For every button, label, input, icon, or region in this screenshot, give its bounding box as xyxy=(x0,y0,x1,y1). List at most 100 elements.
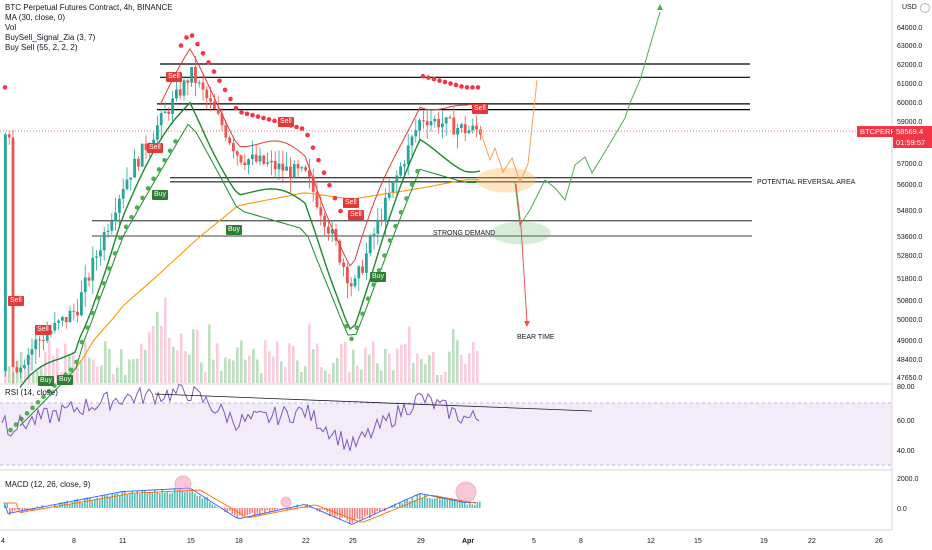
candle-body xyxy=(209,98,212,102)
candle-body xyxy=(273,160,277,170)
volume-bar xyxy=(200,362,203,383)
macd-histogram-bar xyxy=(151,492,154,508)
macd-histogram-bar xyxy=(274,508,276,511)
buy-signal-tag: Buy xyxy=(57,375,74,385)
candle-body xyxy=(323,215,326,227)
macd-histogram-bar xyxy=(19,508,21,510)
candle-body xyxy=(186,80,190,83)
macd-histogram-bar xyxy=(96,497,99,508)
signal-dot xyxy=(393,223,398,229)
candle-body xyxy=(300,167,304,169)
time-tick-label: 15 xyxy=(187,538,195,545)
volume-bar xyxy=(172,346,175,383)
candle-body xyxy=(197,82,201,84)
signal-dot xyxy=(453,82,459,88)
vol-legend[interactable]: Vol xyxy=(5,23,17,32)
time-tick-label: 5 xyxy=(532,538,536,545)
candle-body xyxy=(319,207,323,216)
rsi-legend[interactable]: RSI (14, close) xyxy=(5,388,58,397)
signal-dot xyxy=(437,78,442,83)
price-tick-label: 52800.0 xyxy=(897,253,922,260)
macd-histogram-bar xyxy=(359,508,361,520)
macd-histogram-bar xyxy=(391,505,394,508)
macd-histogram-bar xyxy=(79,500,81,508)
candle-body xyxy=(353,278,357,287)
macd-histogram-bar xyxy=(136,490,139,508)
macd-histogram-bar xyxy=(116,493,119,508)
candle-body xyxy=(110,221,114,231)
candle-body xyxy=(140,143,144,167)
macd-histogram-bar xyxy=(239,508,241,516)
signal-dot xyxy=(321,170,327,175)
macd-histogram-bar xyxy=(446,498,449,508)
time-tick-label: 18 xyxy=(235,538,243,545)
macd-histogram-bar xyxy=(354,508,356,521)
macd-histogram-bar xyxy=(199,496,201,508)
candle-body xyxy=(376,219,380,234)
macd-histogram-bar xyxy=(349,508,351,524)
sell-signal-tag: Sell xyxy=(472,104,488,114)
volume-bar xyxy=(420,358,423,383)
signal-line xyxy=(4,489,477,523)
macd-histogram-bar xyxy=(109,496,111,508)
signal-dot xyxy=(360,311,365,317)
macd-histogram-bar xyxy=(469,502,471,508)
macd-histogram-bar xyxy=(54,504,56,508)
signal-legend[interactable]: BuySell_Signal_Zia (3, 7) xyxy=(5,33,96,42)
macd-histogram-bar xyxy=(186,491,189,508)
volume-bar xyxy=(8,366,11,383)
candle-body xyxy=(247,159,250,166)
macd-histogram-bar xyxy=(14,508,16,511)
macd-histogram-bar xyxy=(36,506,39,508)
candle-body xyxy=(342,262,345,267)
macd-histogram-bar xyxy=(374,508,376,515)
sell-signal-tag: Sell xyxy=(8,296,24,306)
signal-dot xyxy=(365,296,371,302)
macd-histogram-bar xyxy=(329,508,331,517)
volume-bar xyxy=(240,340,243,383)
macd-histogram-bar xyxy=(431,498,434,508)
signal-dot xyxy=(305,132,310,138)
macd-histogram-bar xyxy=(256,508,259,514)
volume-bar xyxy=(148,331,151,383)
price-tick-label: 59000.0 xyxy=(897,119,922,126)
macd-histogram-bar xyxy=(94,499,96,508)
signal-dot xyxy=(327,182,332,188)
time-tick-label: 4 xyxy=(1,538,5,545)
currency-toggle-icon[interactable] xyxy=(920,3,930,13)
ma-legend[interactable]: MA (30, close, 0) xyxy=(5,13,66,22)
rsi-band xyxy=(0,403,892,465)
buysell-legend[interactable]: Buy Sell (55, 2, 2, 2) xyxy=(5,43,78,52)
macd-histogram-bar xyxy=(269,508,271,513)
macd-histogram-bar xyxy=(424,494,426,508)
macd-line xyxy=(3,487,476,525)
signal-dot xyxy=(129,214,134,220)
candle-body xyxy=(45,334,49,341)
time-tick-label: 8 xyxy=(579,538,583,545)
volume-bar xyxy=(116,367,119,383)
macd-histogram-bar xyxy=(86,497,89,508)
currency-label[interactable]: USD xyxy=(902,4,917,11)
macd-histogram-bar xyxy=(419,494,421,508)
time-tick-label: 29 xyxy=(417,538,425,545)
signal-dot xyxy=(85,325,90,330)
volume-bar xyxy=(372,341,375,383)
candle-body xyxy=(163,111,167,114)
volume-bar xyxy=(212,359,215,383)
candle-body xyxy=(23,365,26,368)
signal-dot xyxy=(233,105,239,111)
macd-histogram-bar xyxy=(104,495,106,508)
macd-histogram-bar xyxy=(99,498,101,508)
candle-body xyxy=(380,219,383,222)
rsi-pane xyxy=(1,383,593,452)
reversal-ellipse xyxy=(476,167,536,193)
macd-histogram-bar xyxy=(339,508,341,520)
volume-bar xyxy=(72,352,75,383)
volume-bar xyxy=(184,351,187,383)
signal-dot xyxy=(101,281,107,286)
macd-histogram-bar xyxy=(111,493,114,508)
macd-legend[interactable]: MACD (12, 26, close, 9) xyxy=(5,480,91,489)
buy-signal-tag: Buy xyxy=(152,190,169,200)
macd-histogram-bar xyxy=(379,508,381,512)
